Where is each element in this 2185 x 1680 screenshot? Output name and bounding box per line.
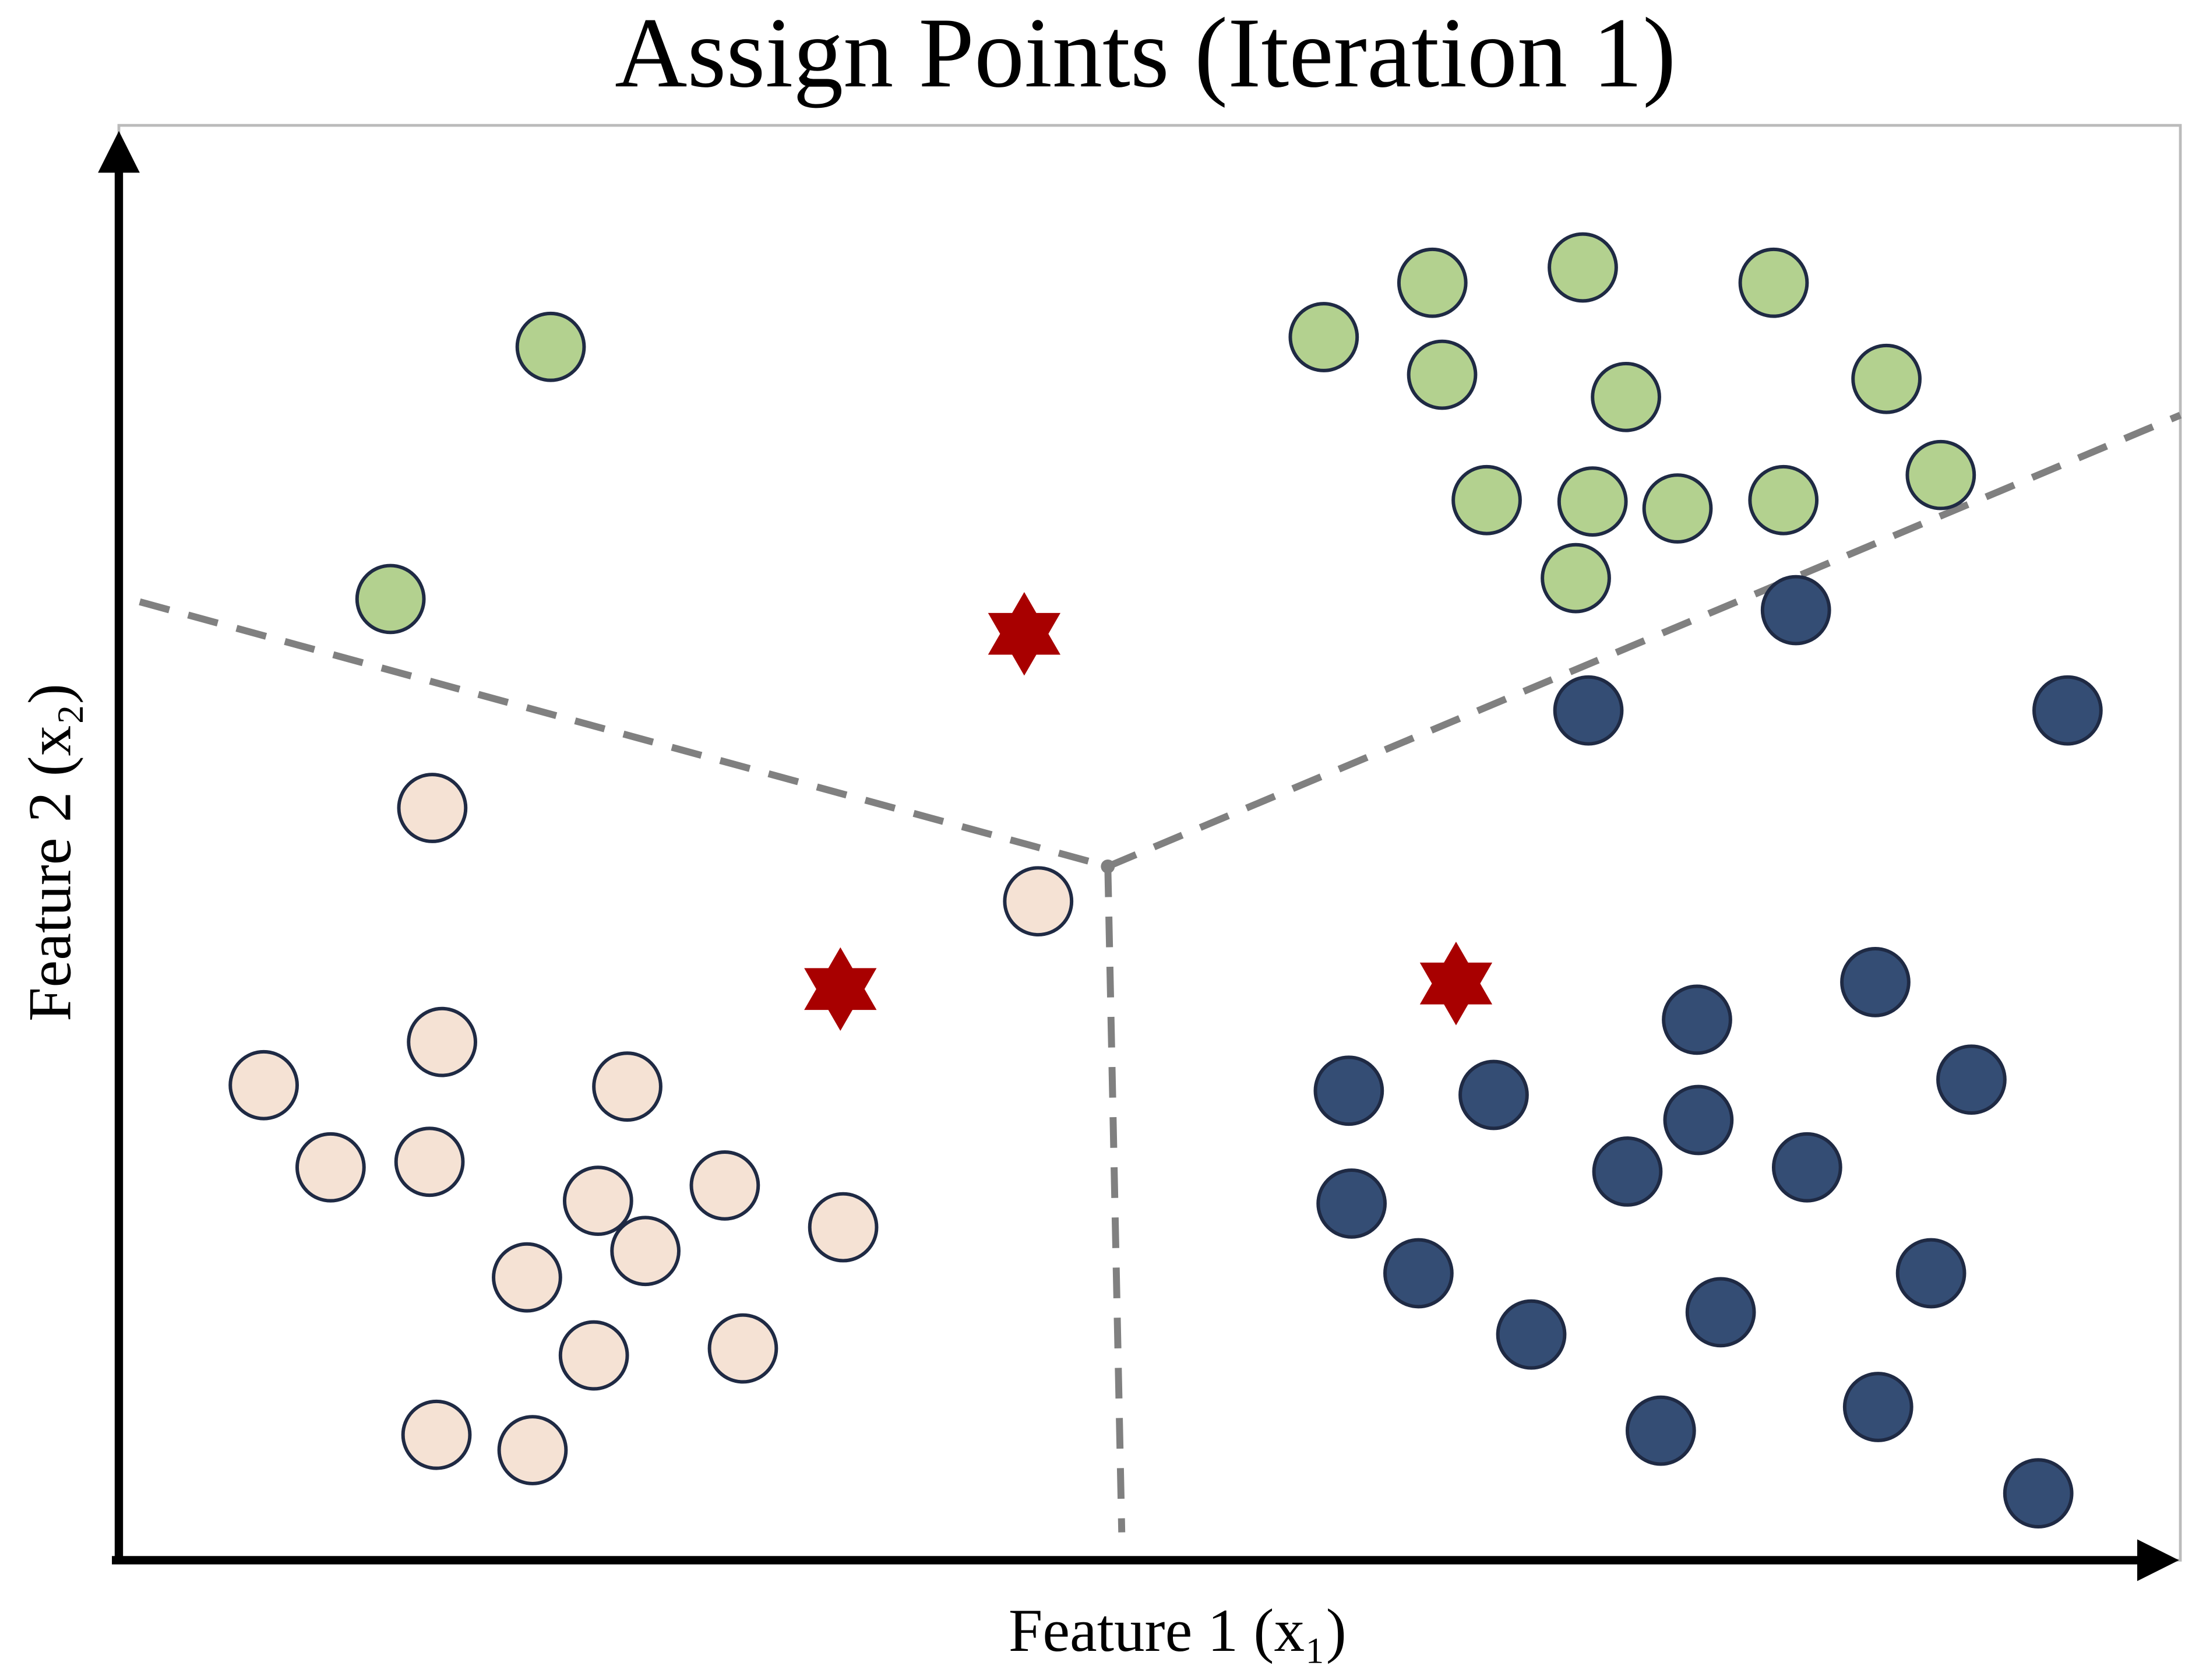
point <box>1905 439 1976 510</box>
point <box>1936 1044 2007 1115</box>
point <box>1851 343 1922 414</box>
point <box>808 1192 879 1263</box>
point <box>1685 1277 1756 1348</box>
point <box>2032 675 2103 746</box>
point <box>558 1320 629 1391</box>
point <box>1288 302 1359 372</box>
point <box>1760 575 1831 646</box>
point <box>1541 543 1611 614</box>
point <box>1642 473 1713 544</box>
title: Assign Points (Iteration 1) <box>615 0 1676 108</box>
point <box>689 1150 760 1221</box>
point <box>1316 1168 1387 1239</box>
point <box>1842 1372 1913 1442</box>
point <box>1557 466 1628 537</box>
boundary <box>1104 866 1126 1533</box>
point <box>1663 1084 1734 1156</box>
point <box>1840 946 1911 1017</box>
point <box>1496 1299 1567 1370</box>
point <box>1625 1395 1696 1466</box>
point <box>2003 1458 2074 1529</box>
point <box>1771 1132 1842 1203</box>
centroid-triangle <box>988 612 1061 676</box>
point <box>1553 675 1624 746</box>
point <box>1451 464 1522 536</box>
point <box>1397 247 1468 318</box>
point <box>1313 1055 1384 1126</box>
point <box>707 1313 778 1384</box>
point <box>610 1216 681 1287</box>
point <box>355 563 426 635</box>
boundary <box>139 598 1109 870</box>
point <box>1458 1059 1529 1130</box>
point <box>1003 866 1074 937</box>
point <box>492 1242 562 1313</box>
point <box>1591 361 1661 432</box>
point <box>1548 232 1618 303</box>
point <box>1383 1238 1454 1309</box>
boundary-junction <box>1101 859 1115 874</box>
centroid <box>988 591 1061 676</box>
point <box>394 1126 465 1198</box>
point <box>407 1006 477 1077</box>
point <box>497 1415 568 1485</box>
point <box>1407 339 1478 410</box>
point <box>515 311 586 382</box>
point <box>1895 1238 1966 1309</box>
x-axis-label: Feature 1 (x₁) <box>1009 1596 1347 1664</box>
centroid-triangle <box>1419 962 1493 1026</box>
point <box>1738 247 1809 318</box>
point <box>1748 464 1819 536</box>
plot-area <box>139 232 2182 1533</box>
point <box>228 1049 299 1121</box>
point <box>562 1165 633 1237</box>
point <box>401 1399 472 1470</box>
centroid <box>1419 942 1493 1026</box>
point <box>1662 984 1732 1055</box>
boundary <box>1106 411 2182 870</box>
y-axis-label: Feature 2 (x₂) <box>15 684 83 1022</box>
centroid <box>804 947 877 1031</box>
centroid-triangle <box>804 968 877 1031</box>
point <box>295 1132 366 1203</box>
point <box>592 1051 662 1122</box>
point <box>1592 1136 1663 1207</box>
point <box>397 773 468 843</box>
